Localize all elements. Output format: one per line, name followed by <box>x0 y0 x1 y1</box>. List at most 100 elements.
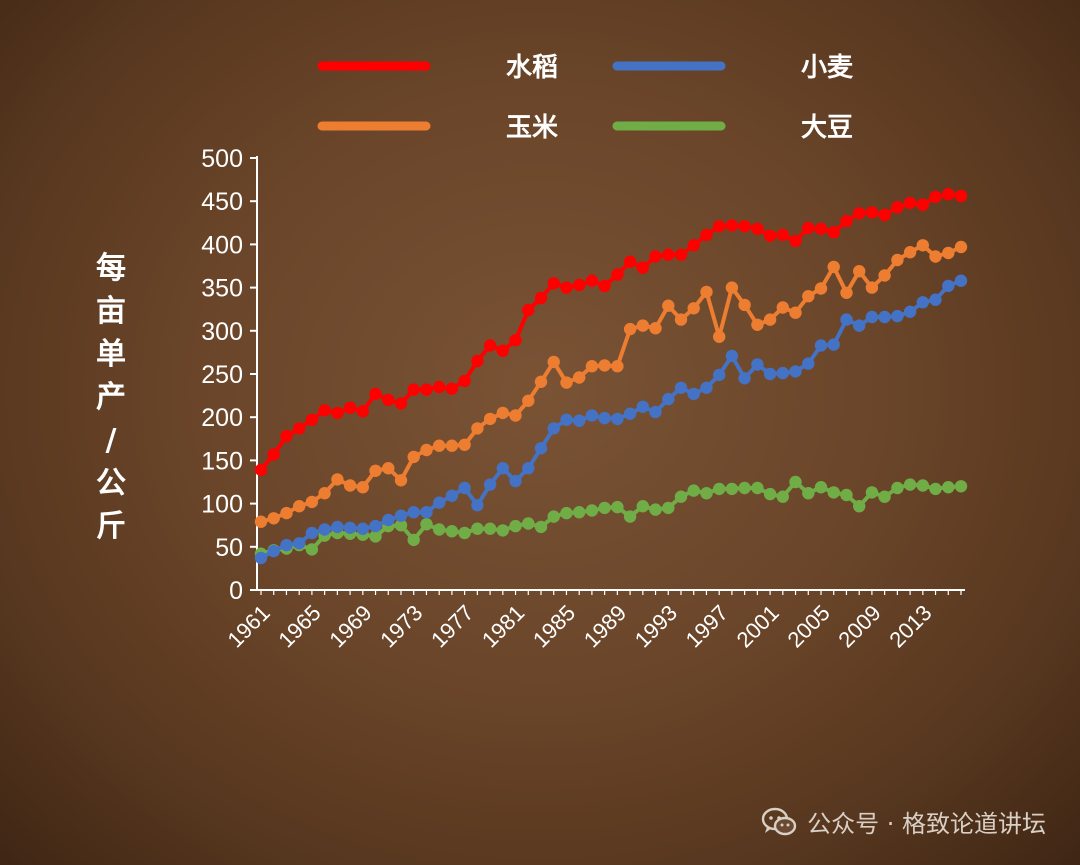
data-point <box>534 442 548 455</box>
data-point <box>254 463 268 477</box>
data-point <box>789 365 802 378</box>
data-point <box>369 387 382 401</box>
data-point <box>763 313 777 326</box>
data-point <box>738 372 751 385</box>
data-point <box>623 510 637 523</box>
data-point <box>865 281 879 294</box>
series-2 <box>254 239 968 528</box>
data-point <box>534 520 548 534</box>
legend-label: 大豆 <box>801 113 853 143</box>
watermark-text: 公众号 · 格致论道讲坛 <box>807 810 1046 838</box>
data-point <box>903 478 917 491</box>
data-point <box>356 522 369 535</box>
data-point <box>802 357 815 370</box>
data-point <box>649 503 662 516</box>
data-point <box>636 261 649 274</box>
data-point <box>560 281 573 294</box>
data-point <box>865 206 879 219</box>
data-point <box>763 367 777 381</box>
data-point <box>331 520 344 534</box>
data-point <box>560 376 573 389</box>
data-point <box>662 248 675 261</box>
data-point <box>649 405 662 419</box>
data-point <box>623 322 637 336</box>
x-tick-label: 2013 <box>884 600 936 652</box>
data-point <box>814 481 828 494</box>
data-point <box>420 443 433 457</box>
data-point <box>254 515 268 528</box>
data-point <box>573 278 586 292</box>
data-point <box>598 359 611 372</box>
x-tick-label: 1993 <box>630 600 682 652</box>
y-tick-label: 50 <box>215 534 243 562</box>
series-line <box>259 192 962 472</box>
data-point <box>573 414 586 427</box>
data-point <box>420 383 433 396</box>
data-point <box>725 281 739 294</box>
data-point <box>433 439 446 452</box>
data-point <box>394 474 408 487</box>
data-point <box>573 371 586 384</box>
data-point <box>305 526 319 540</box>
data-point <box>751 481 764 495</box>
data-point <box>547 422 560 435</box>
y-tick-label: 0 <box>229 577 243 605</box>
data-point <box>305 413 319 426</box>
data-point <box>789 234 802 248</box>
data-point <box>929 482 942 496</box>
data-point <box>267 448 280 461</box>
data-point <box>382 462 395 475</box>
data-point <box>433 380 446 394</box>
data-point <box>687 302 700 315</box>
series-1 <box>254 274 968 565</box>
data-point <box>611 268 624 281</box>
data-point <box>776 490 789 503</box>
data-point <box>458 438 471 451</box>
data-point <box>407 450 420 464</box>
data-point <box>458 526 471 540</box>
data-point <box>369 519 382 533</box>
data-point <box>585 360 599 373</box>
data-point <box>445 489 459 502</box>
data-point <box>420 506 433 519</box>
x-tick-label: 1973 <box>375 600 427 652</box>
data-point <box>471 522 484 535</box>
data-point <box>840 286 853 299</box>
data-point <box>254 551 268 565</box>
x-tick-label: 1969 <box>324 600 376 652</box>
data-point <box>471 422 484 435</box>
data-point <box>942 481 955 494</box>
data-point <box>331 406 344 420</box>
series-layer <box>254 188 968 565</box>
data-point <box>674 313 688 326</box>
data-point <box>674 381 688 394</box>
data-point <box>560 506 573 520</box>
data-point <box>840 488 853 502</box>
data-point <box>280 538 293 552</box>
data-point <box>916 198 929 211</box>
data-point <box>942 279 955 293</box>
y-tick-label: 150 <box>201 447 243 475</box>
data-point <box>687 484 700 497</box>
data-point <box>738 298 751 312</box>
data-point <box>547 355 560 369</box>
data-point <box>700 285 713 299</box>
data-point <box>929 293 942 306</box>
data-point <box>751 358 764 371</box>
data-point <box>776 366 789 380</box>
data-point <box>318 523 331 536</box>
data-point <box>891 253 904 267</box>
data-point <box>369 530 382 543</box>
data-point <box>713 482 726 496</box>
data-point <box>522 462 535 475</box>
data-point <box>547 510 560 523</box>
data-point <box>280 430 293 443</box>
legend-label: 玉米 <box>506 113 558 143</box>
data-point <box>827 486 840 499</box>
data-point <box>496 524 509 537</box>
data-point <box>891 309 904 323</box>
data-point <box>827 226 840 239</box>
data-point <box>509 409 522 422</box>
data-point <box>420 518 433 531</box>
